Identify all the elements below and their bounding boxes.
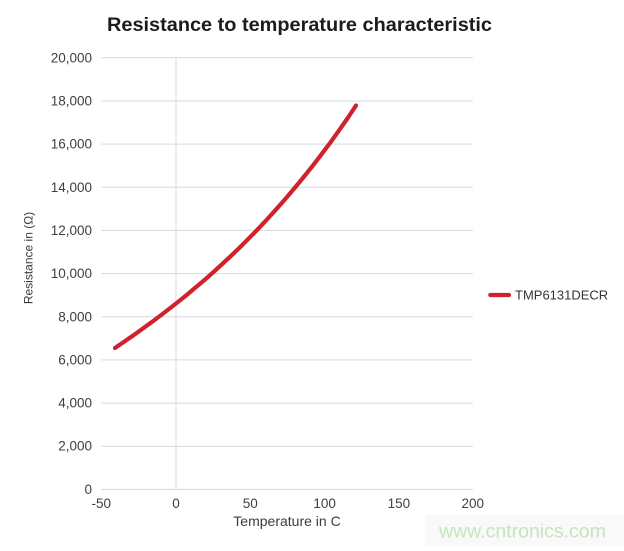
svg-text:12,000: 12,000 (51, 223, 92, 238)
svg-text:8,000: 8,000 (58, 309, 92, 324)
svg-text:0: 0 (172, 496, 180, 511)
svg-text:50: 50 (243, 496, 258, 511)
svg-text:-50: -50 (92, 496, 112, 511)
svg-text:16,000: 16,000 (51, 137, 92, 152)
svg-text:0: 0 (84, 482, 92, 497)
svg-text:10,000: 10,000 (51, 266, 92, 281)
svg-text:18,000: 18,000 (51, 94, 92, 109)
svg-text:4,000: 4,000 (58, 396, 92, 411)
svg-text:Resistance to temperature char: Resistance to temperature characteristic (107, 14, 492, 36)
svg-text:Resistance in (Ω): Resistance in (Ω) (22, 212, 36, 304)
svg-text:100: 100 (313, 496, 336, 511)
svg-text:150: 150 (388, 496, 411, 511)
svg-text:200: 200 (462, 496, 485, 511)
svg-text:14,000: 14,000 (51, 180, 92, 195)
svg-text:2,000: 2,000 (58, 439, 92, 454)
svg-text:Temperature in C: Temperature in C (233, 513, 340, 529)
svg-text:TMP6131DECR: TMP6131DECR (515, 288, 608, 303)
svg-text:20,000: 20,000 (51, 50, 92, 65)
svg-text:www.cntronics.com: www.cntronics.com (438, 521, 606, 543)
svg-text:6,000: 6,000 (58, 352, 92, 367)
